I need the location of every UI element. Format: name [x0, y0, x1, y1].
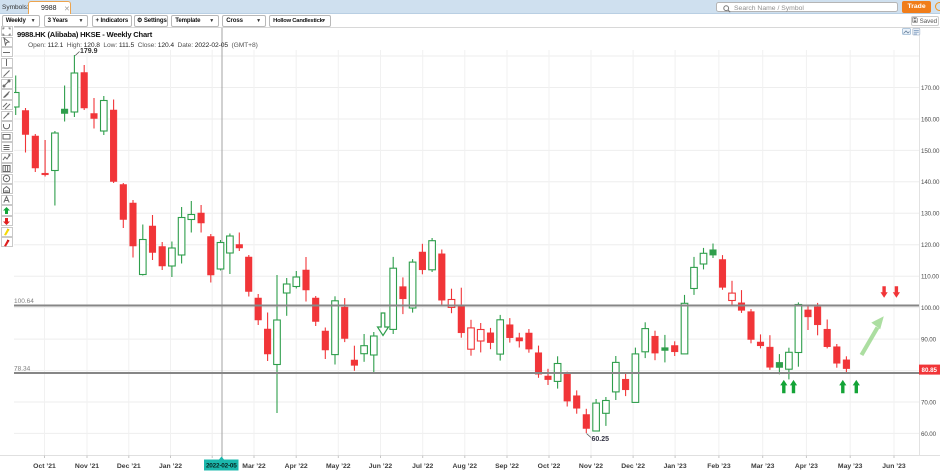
svg-text:70.00: 70.00 — [921, 399, 937, 406]
svg-text:Dec ’21: Dec ’21 — [117, 463, 141, 470]
svg-text:May ’23: May ’23 — [838, 463, 863, 470]
svg-text:Nov ’22: Nov ’22 — [579, 463, 603, 470]
svg-text:Jun ’22: Jun ’22 — [369, 463, 393, 470]
svg-text:Mar ’23: Mar ’23 — [751, 463, 775, 470]
svg-text:Feb ’23: Feb ’23 — [707, 463, 731, 470]
svg-text:Jun ’23: Jun ’23 — [882, 463, 906, 470]
svg-text:Nov ’21: Nov ’21 — [75, 463, 99, 470]
svg-text:110.00: 110.00 — [921, 274, 940, 281]
svg-text:Oct ’21: Oct ’21 — [33, 463, 56, 470]
svg-text:100.64: 100.64 — [14, 298, 34, 305]
svg-text:60.00: 60.00 — [921, 431, 937, 438]
svg-text:Apr ’23: Apr ’23 — [795, 463, 818, 470]
svg-text:2022-02-05: 2022-02-05 — [206, 463, 237, 470]
svg-text:78.34: 78.34 — [14, 366, 31, 373]
svg-text:80.85: 80.85 — [922, 367, 938, 374]
svg-text:Apr ’22: Apr ’22 — [285, 463, 308, 470]
svg-text:Oct ’22: Oct ’22 — [538, 463, 561, 470]
svg-text:Dec ’22: Dec ’22 — [621, 463, 645, 470]
svg-text:100.00: 100.00 — [921, 305, 940, 312]
svg-text:Jan ’22: Jan ’22 — [159, 463, 182, 470]
svg-text:179.9: 179.9 — [80, 48, 98, 55]
svg-text:160.00: 160.00 — [921, 116, 940, 123]
svg-text:130.00: 130.00 — [921, 211, 940, 218]
svg-text:60.25: 60.25 — [592, 436, 610, 443]
svg-text:150.00: 150.00 — [921, 148, 940, 155]
svg-text:140.00: 140.00 — [921, 179, 940, 186]
svg-text:Aug ’22: Aug ’22 — [453, 463, 478, 470]
svg-text:170.00: 170.00 — [921, 85, 940, 92]
svg-text:Mar ’22: Mar ’22 — [242, 463, 266, 470]
svg-text:Sep ’22: Sep ’22 — [495, 463, 519, 470]
svg-text:May ’22: May ’22 — [326, 463, 351, 470]
svg-text:Jan ’23: Jan ’23 — [664, 463, 687, 470]
svg-text:120.00: 120.00 — [921, 242, 940, 249]
svg-text:90.00: 90.00 — [921, 337, 937, 344]
svg-text:Jul ’22: Jul ’22 — [412, 463, 433, 470]
